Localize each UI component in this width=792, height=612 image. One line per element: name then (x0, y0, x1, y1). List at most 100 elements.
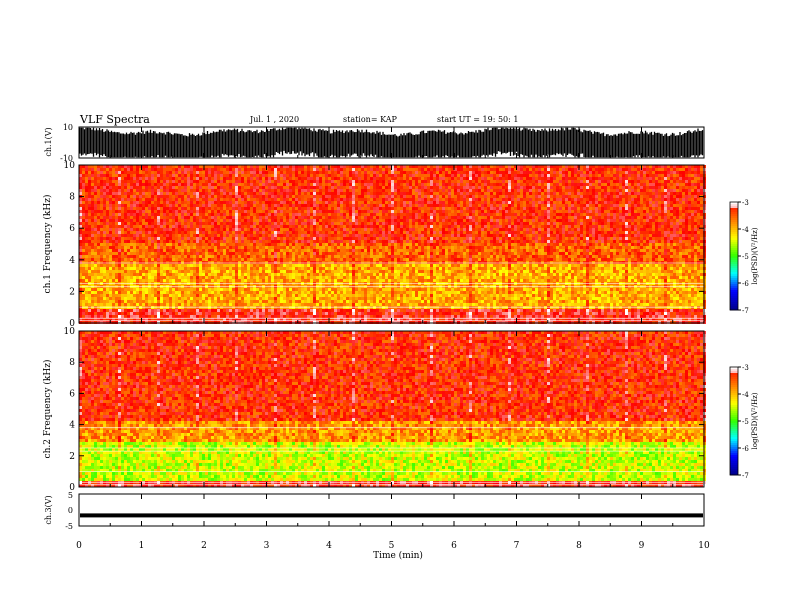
ch1-spectrogram-cell (229, 222, 232, 225)
ch1-spectrogram-cell (679, 177, 682, 180)
ch1-spectrogram-cell (586, 195, 589, 198)
ch1-spectrogram-cell (370, 165, 373, 168)
ch1-spectrogram-cell (454, 195, 457, 198)
ch1-spectrogram-cell (613, 228, 616, 231)
ch1-spectrogram-cell (154, 186, 157, 189)
ch1-spectrogram-cell (187, 180, 190, 183)
ch1-spectrogram-cell (130, 192, 133, 195)
ch1-spectrogram-cell (265, 210, 268, 213)
ch1-spectrogram-cell (625, 225, 628, 228)
ch1-spectrogram-cell (568, 222, 571, 225)
ch1-spectrogram-cell (436, 171, 439, 174)
ch1-spectrogram-cell (625, 210, 628, 213)
ch1-spectrogram-cell (451, 168, 454, 171)
ch1-spectrogram-cell (301, 222, 304, 225)
ch1-spectrogram-cell (337, 231, 340, 234)
ch1-spectrogram-cell (118, 198, 121, 201)
ch1-spectrogram-cell (493, 174, 496, 177)
ch1-spectrogram-cell (286, 207, 289, 210)
ch1-spectrogram-cell (232, 183, 235, 186)
ch1-spectrogram-cell (559, 189, 562, 192)
ch1-spectrogram-cell (376, 231, 379, 234)
ch1-spectrogram-cell (370, 195, 373, 198)
ch1-spectrogram-cell (697, 213, 700, 216)
ch1-spectrogram-cell (220, 177, 223, 180)
ch1-spectrogram-cell (433, 201, 436, 204)
ch1-spectrogram-cell (610, 171, 613, 174)
ch1-spectrogram-cell (196, 234, 199, 237)
ch1-spectrogram-cell (166, 192, 169, 195)
ch1-spectrogram-cell (433, 207, 436, 210)
ch1-spectrogram-cell (571, 210, 574, 213)
ch1-spectrogram-cell (259, 201, 262, 204)
ch1-spectrogram-cell (577, 171, 580, 174)
ch1-spectrogram-cell (286, 222, 289, 225)
ch1-spectrogram-cell (367, 216, 370, 219)
ch1-spectrogram-cell (577, 186, 580, 189)
ch1-spectrogram-cell (151, 186, 154, 189)
ch1-spectrogram-cell (334, 168, 337, 171)
ch1-spectrogram-cell (568, 234, 571, 237)
ch1-spectrogram-cell (142, 186, 145, 189)
ch1-spectrogram-cell (589, 180, 592, 183)
ch1-spectrogram-cell (97, 183, 100, 186)
ch1-spectrogram-cell (442, 204, 445, 207)
ch1-spectrogram-cell (649, 213, 652, 216)
ch1-spectrogram-cell (283, 225, 286, 228)
ch1-spectrogram-cell (130, 204, 133, 207)
ch1-spectrogram-cell (544, 204, 547, 207)
ch1-spectrogram-cell (424, 231, 427, 234)
ch1-spectrogram-cell (655, 225, 658, 228)
ch1-spectrogram-cell (379, 195, 382, 198)
ch1-spectrogram-cell (295, 234, 298, 237)
ch1-spectrogram-cell (457, 198, 460, 201)
ch1-spectrogram-cell (538, 186, 541, 189)
ch1-spectrogram-cell (649, 177, 652, 180)
ch1-spectrogram-cell (286, 201, 289, 204)
ch1-spectrogram-cell (262, 228, 265, 231)
ch1-spectrogram-cell (562, 171, 565, 174)
ch1-spectrogram-cell (394, 204, 397, 207)
ch1-spectrogram-cell (382, 207, 385, 210)
ch1-spectrogram-cell (688, 171, 691, 174)
ch1-spectrogram-cell (586, 168, 589, 171)
ch1-spectrogram-cell (652, 189, 655, 192)
ch1-spectrogram-cell (634, 204, 637, 207)
ch1-spectrogram-cell (385, 219, 388, 222)
ch1-spectrogram-cell (310, 174, 313, 177)
ch1-spectrogram-cell (505, 213, 508, 216)
ch1-spectrogram-cell (490, 186, 493, 189)
ch1-spectrogram-cell (289, 210, 292, 213)
ch1-spectrogram-cell (100, 165, 103, 168)
ch1-spectrogram-cell (469, 195, 472, 198)
ch1-spectrogram-cell (238, 192, 241, 195)
ch1-spectrogram-cell (523, 183, 526, 186)
ch1-spectrogram-cell (373, 171, 376, 174)
ch1-spectrogram-cell (307, 171, 310, 174)
ch1-spectrogram-cell (181, 228, 184, 231)
ch1-spectrogram-cell (82, 204, 85, 207)
ch1-spectrogram-cell (646, 174, 649, 177)
ch1-spectrogram-cell (322, 174, 325, 177)
ch1-spectrogram-cell (403, 192, 406, 195)
ch1-spectrogram-cell (433, 186, 436, 189)
ch1-spectrogram-cell (85, 186, 88, 189)
ch1-spectrogram-cell (109, 225, 112, 228)
ch1-spectrogram-cell (199, 207, 202, 210)
ch1-spectrogram-cell (325, 228, 328, 231)
ch1-spectrogram-cell (88, 198, 91, 201)
ch1-spectrogram-cell (229, 186, 232, 189)
ch1-spectrogram-cell (589, 183, 592, 186)
ch1-spectrogram-cell (340, 213, 343, 216)
ch1-spectrogram-cell (112, 207, 115, 210)
ch1-spectrogram-cell (496, 213, 499, 216)
ch1-spectrogram-cell (274, 234, 277, 237)
ch1-spectrogram-cell (415, 234, 418, 237)
ch1-spectrogram-cell (643, 222, 646, 225)
ch1-spectrogram-cell (337, 201, 340, 204)
ch1-spectrogram-cell (535, 183, 538, 186)
ch1-spectrogram-cell (352, 183, 355, 186)
ch1-spectrogram-cell (220, 231, 223, 234)
ch1-spectrogram-cell (370, 189, 373, 192)
ch1-spectrogram-cell (508, 207, 511, 210)
